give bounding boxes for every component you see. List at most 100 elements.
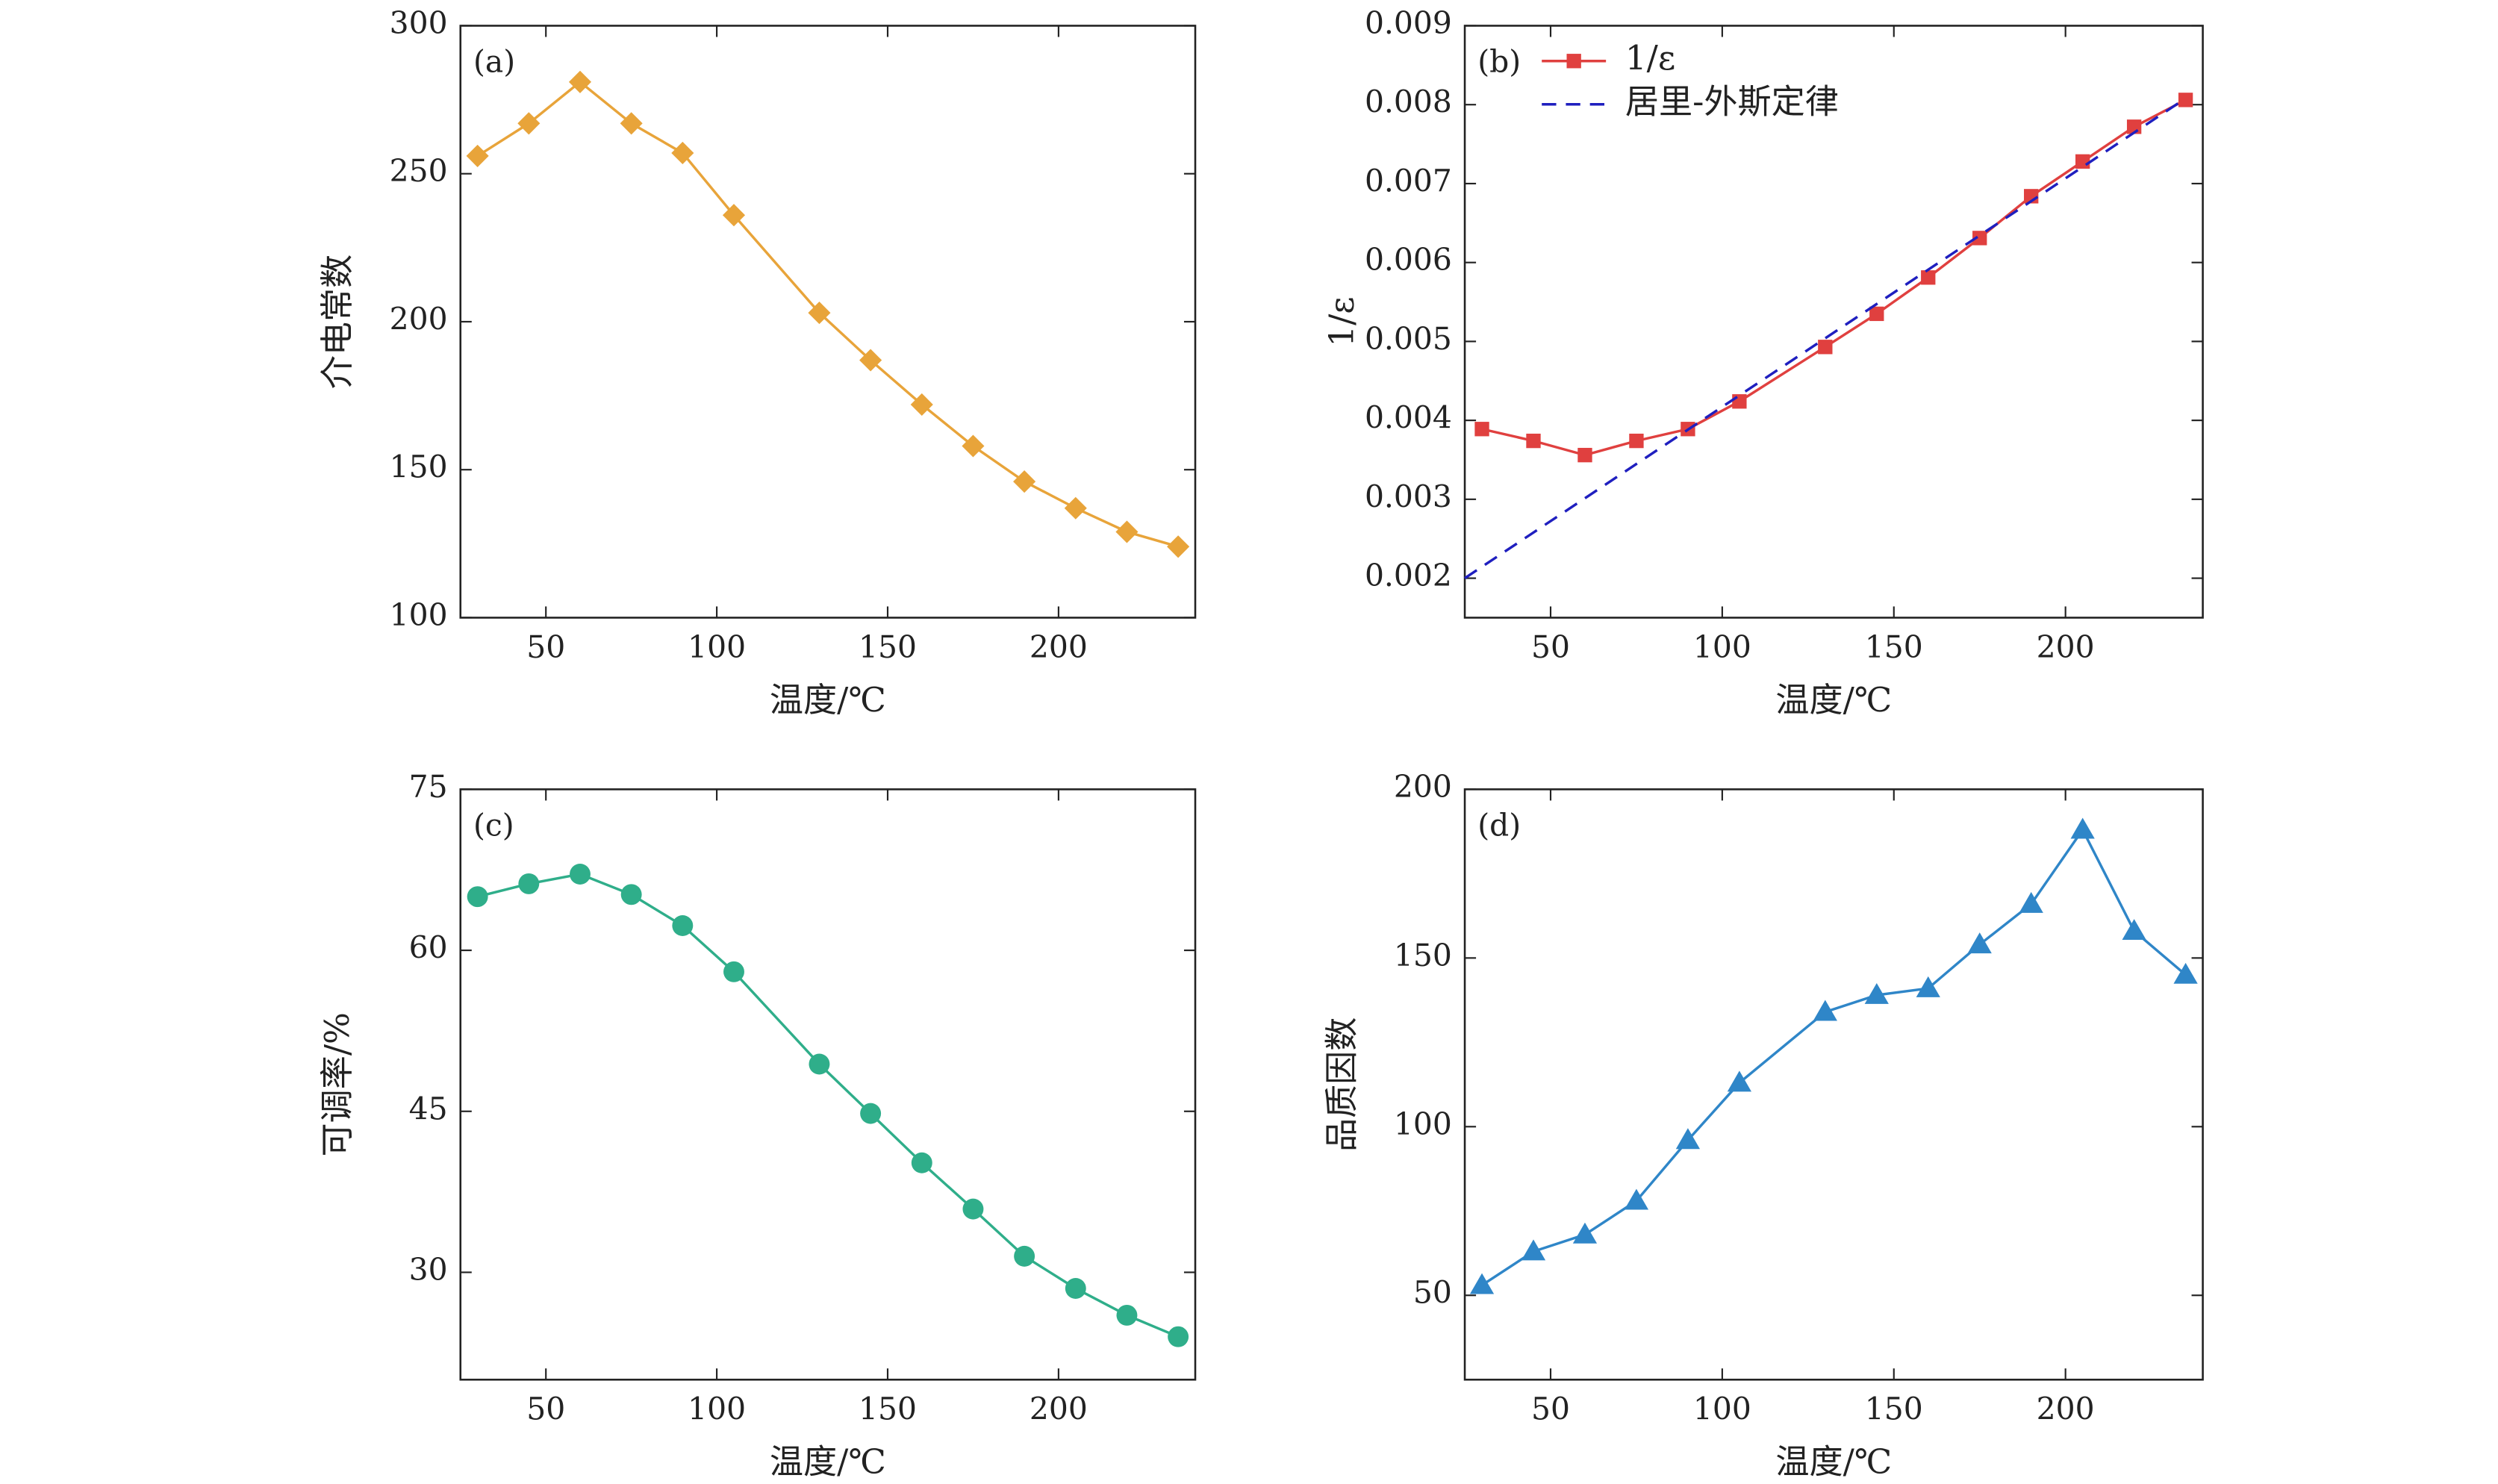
x-axis-label: 温度/℃ xyxy=(770,1442,886,1482)
panel-label: (c) xyxy=(473,807,514,843)
x-tick-label: 200 xyxy=(2037,1391,2095,1427)
y-tick-label: 300 xyxy=(390,5,448,41)
y-tick-label: 150 xyxy=(390,449,448,485)
y-tick-label: 60 xyxy=(409,930,448,966)
y-tick-label: 30 xyxy=(409,1252,448,1288)
series-line xyxy=(1481,827,2187,1287)
marker xyxy=(1474,422,1489,437)
marker xyxy=(1116,1304,1138,1326)
x-tick-label: 50 xyxy=(526,629,565,665)
marker xyxy=(860,1103,882,1124)
legend-label: 居里-外斯定律 xyxy=(1625,81,1839,121)
marker xyxy=(1732,394,1747,409)
y-tick-label: 50 xyxy=(1413,1275,1452,1311)
x-tick-label: 50 xyxy=(1531,1391,1570,1427)
x-tick-label: 100 xyxy=(1693,1391,1751,1427)
x-axis-label: 温度/℃ xyxy=(770,680,886,720)
marker xyxy=(1727,1070,1751,1092)
panel-label: (b) xyxy=(1477,44,1521,80)
y-tick-label: 200 xyxy=(390,301,448,337)
x-tick-label: 150 xyxy=(1865,629,1923,665)
panel-label: (d) xyxy=(1477,807,1521,843)
marker xyxy=(962,1198,984,1220)
marker xyxy=(2178,93,2193,107)
marker xyxy=(1864,982,1889,1004)
marker xyxy=(1064,496,1087,520)
x-tick-label: 100 xyxy=(1693,629,1751,665)
series-line xyxy=(1464,97,2187,580)
marker xyxy=(1168,1326,1189,1347)
x-tick-label: 200 xyxy=(1030,629,1088,665)
x-tick-label: 100 xyxy=(688,629,746,665)
marker xyxy=(1526,433,1541,449)
marker xyxy=(1014,1245,1035,1267)
marker xyxy=(809,1053,830,1075)
panel-label: (a) xyxy=(473,44,515,80)
panel: 50 100 150 200 30 45 60 75 温度/℃ 可调率/% (c) xyxy=(317,769,1197,1482)
legend-label: 1/ε xyxy=(1625,38,1675,78)
y-tick-label: 100 xyxy=(390,597,448,633)
series-line xyxy=(476,80,1179,548)
plot-frame xyxy=(1463,788,2204,1381)
marker xyxy=(2075,154,2090,169)
marker xyxy=(1916,976,1940,997)
marker xyxy=(2019,891,2043,913)
marker xyxy=(1675,1128,1701,1150)
x-tick-label: 100 xyxy=(688,1391,746,1427)
x-axis-label: 温度/℃ xyxy=(1775,680,1892,720)
marker xyxy=(1013,470,1036,493)
marker xyxy=(2122,919,2146,941)
marker xyxy=(2173,962,2198,984)
y-tick-label: 0.008 xyxy=(1365,84,1452,120)
x-axis-label: 温度/℃ xyxy=(1775,1442,1892,1482)
panel: 50 100 150 200 0.002 0.003 0.004 0.005 0.006 0.00… xyxy=(1321,5,2204,720)
y-axis-label: 1/ε xyxy=(1321,296,1361,346)
panel: 50 100 150 200 50 100 150 200 温度/℃ 品质因数 (d) xyxy=(1321,769,2204,1482)
marker xyxy=(1921,270,1936,285)
marker xyxy=(808,302,831,325)
y-axis-label: 可调率/% xyxy=(317,1012,357,1156)
y-tick-label: 250 xyxy=(390,153,448,189)
marker xyxy=(570,864,591,885)
marker xyxy=(1115,520,1139,543)
x-tick-label: 50 xyxy=(526,1391,565,1427)
marker xyxy=(2070,817,2095,839)
marker xyxy=(911,1152,932,1173)
x-tick-label: 50 xyxy=(1531,629,1570,665)
y-tick-label: 100 xyxy=(1394,1106,1452,1142)
y-tick-label: 0.009 xyxy=(1365,5,1452,41)
plot-frame xyxy=(1463,25,2204,619)
marker xyxy=(722,204,746,227)
x-tick-label: 200 xyxy=(2037,629,2095,665)
marker xyxy=(1572,1222,1598,1244)
marker xyxy=(620,884,642,905)
marker xyxy=(467,886,488,908)
marker xyxy=(1469,1273,1495,1294)
marker xyxy=(1813,1000,1837,1021)
y-tick-label: 0.005 xyxy=(1365,321,1452,357)
y-tick-label: 75 xyxy=(409,769,448,805)
y-tick-label: 200 xyxy=(1394,769,1452,805)
marker xyxy=(1869,306,1884,322)
x-tick-label: 150 xyxy=(859,1391,917,1427)
marker xyxy=(1624,1188,1649,1210)
plot-frame xyxy=(459,788,1197,1381)
marker xyxy=(962,434,985,458)
x-tick-label: 150 xyxy=(859,629,917,665)
marker xyxy=(1167,535,1190,558)
y-axis-label: 品质因数 xyxy=(1321,1017,1361,1152)
y-tick-label: 150 xyxy=(1394,938,1452,973)
marker xyxy=(672,915,694,936)
legend-marker xyxy=(1566,54,1581,69)
marker xyxy=(466,144,489,167)
panel: 50 100 150 200 100 150 200 250 300 温度/℃ 介电常数 (a) xyxy=(317,5,1197,720)
series-line xyxy=(1481,99,2187,457)
marker xyxy=(518,873,540,894)
y-tick-label: 0.003 xyxy=(1365,478,1452,514)
marker xyxy=(1521,1239,1546,1261)
marker xyxy=(1967,932,1992,954)
marker xyxy=(1065,1278,1086,1299)
marker xyxy=(723,961,744,982)
marker xyxy=(1972,231,1987,246)
